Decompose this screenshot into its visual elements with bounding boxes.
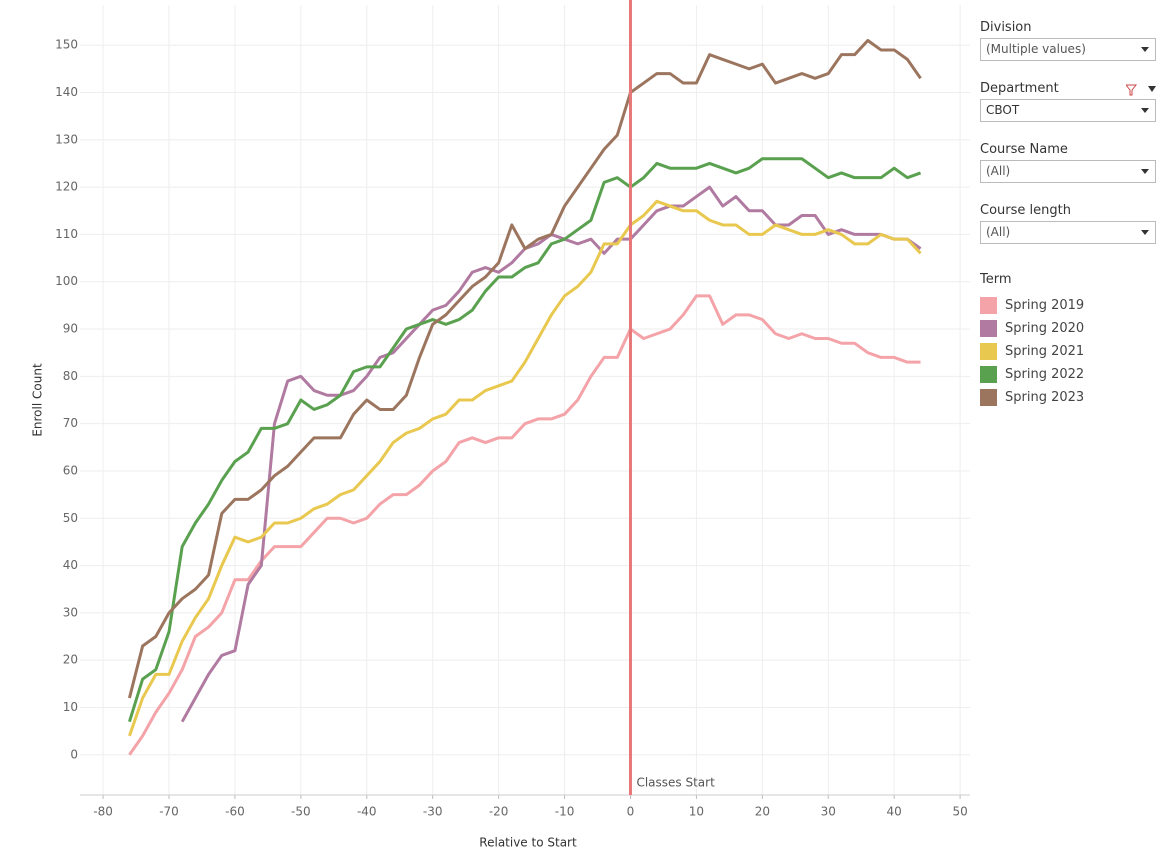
y-tick-label: 100: [55, 274, 78, 288]
x-tick-label: 0: [627, 805, 635, 819]
y-tick-label: 70: [63, 416, 78, 430]
y-tick-label: 30: [63, 605, 78, 619]
filter-label: Course length: [980, 203, 1071, 218]
filter-value: CBOT: [986, 103, 1020, 117]
reference-label: Classes Start: [636, 776, 715, 790]
x-tick-label: -80: [93, 805, 113, 819]
legend-swatch: [980, 366, 997, 383]
x-tick-label: 50: [952, 805, 967, 819]
x-tick-label: 40: [887, 805, 902, 819]
legend-title: Term: [980, 272, 1012, 287]
y-tick-label: 10: [63, 700, 78, 714]
y-tick-label: 80: [63, 369, 78, 383]
filter-label: Course Name: [980, 142, 1068, 157]
legend-swatch: [980, 320, 997, 337]
y-tick-label: 50: [63, 511, 78, 525]
x-tick-label: -60: [225, 805, 245, 819]
arrow: [1141, 47, 1149, 52]
filter-dropdown[interactable]: (All): [980, 160, 1156, 183]
legend-label: Spring 2021: [1005, 344, 1085, 359]
x-tick-label: -70: [159, 805, 179, 819]
y-tick-label: 40: [63, 558, 78, 572]
y-tick-label: 150: [55, 38, 78, 52]
dropdown-arrow: [1141, 230, 1149, 235]
filter-icon[interactable]: [1126, 84, 1156, 96]
legend-label: Spring 2019: [1005, 298, 1085, 313]
funnel: [1126, 84, 1138, 96]
series-line: [128, 199, 922, 737]
y-axis-label: Enroll Count: [31, 363, 45, 437]
y-tick-label: 90: [63, 322, 78, 336]
series-line: [180, 185, 922, 723]
x-tick-label: 20: [755, 805, 770, 819]
filter-label: Department: [980, 81, 1156, 99]
y-tick-label: 60: [63, 463, 78, 477]
filter-dropdown[interactable]: (Multiple values): [980, 38, 1156, 61]
y-tick-label: 0: [70, 747, 78, 761]
arrow: [1148, 86, 1156, 92]
y-tick-label: 130: [55, 132, 78, 146]
y-tick-label: 120: [55, 180, 78, 194]
y-tick-label: 140: [55, 85, 78, 99]
series-line: [128, 157, 922, 723]
legend-item: Spring 2020: [980, 317, 1156, 340]
x-tick-label: -50: [291, 805, 311, 819]
legend-swatch: [980, 343, 997, 360]
x-tick-label: -30: [423, 805, 443, 819]
arrow: [1141, 230, 1149, 235]
y-tick-label: 20: [63, 653, 78, 667]
x-tick-label: -20: [489, 805, 509, 819]
legend-item: Spring 2022: [980, 363, 1156, 386]
x-tick-label: 30: [821, 805, 836, 819]
filter-value: (Multiple values): [986, 42, 1086, 56]
x-tick-label: 10: [689, 805, 704, 819]
filter-panel: Division (Multiple values) Department CBOT C…: [980, 0, 1156, 409]
arrow: [1141, 169, 1149, 174]
legend-label: Spring 2020: [1005, 321, 1085, 336]
legend-item: Spring 2019: [980, 294, 1156, 317]
x-tick-label: -10: [555, 805, 575, 819]
chart: Enroll Count Relative to Start 0 10 20 30 40…: [31, 0, 970, 850]
dropdown-arrow: [1141, 108, 1149, 113]
filter-value: (All): [986, 225, 1011, 239]
y-tick-label: 110: [55, 227, 78, 241]
filter-label: Division: [980, 20, 1032, 35]
legend-item: Spring 2023: [980, 386, 1156, 409]
legend-item: Spring 2021: [980, 340, 1156, 363]
x-tick-label: -40: [357, 805, 377, 819]
legend-swatch: [980, 297, 997, 314]
filter-dropdown[interactable]: (All): [980, 221, 1156, 244]
series-line: [127, 38, 922, 699]
x-axis-label: Relative to Start: [479, 836, 577, 850]
arrow: [1141, 108, 1149, 113]
legend-label: Spring 2022: [1005, 367, 1085, 382]
legend-label: Spring 2023: [1005, 390, 1085, 405]
filter-dropdown[interactable]: CBOT: [980, 99, 1156, 122]
legend-swatch: [980, 389, 997, 406]
dropdown-arrow: [1141, 169, 1149, 174]
dropdown-arrow: [1141, 47, 1149, 52]
filter-value: (All): [986, 164, 1011, 178]
